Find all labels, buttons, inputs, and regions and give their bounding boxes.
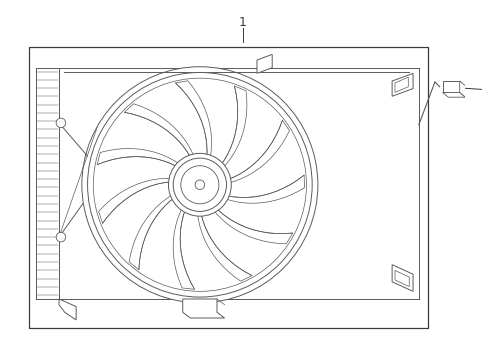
Circle shape: [87, 72, 311, 297]
Polygon shape: [99, 178, 173, 223]
Circle shape: [173, 158, 226, 211]
Circle shape: [56, 118, 65, 128]
Polygon shape: [220, 86, 246, 168]
Circle shape: [81, 67, 317, 303]
Circle shape: [56, 232, 65, 242]
Polygon shape: [226, 120, 289, 183]
Polygon shape: [391, 73, 412, 96]
Polygon shape: [183, 299, 224, 318]
Circle shape: [181, 166, 219, 204]
Polygon shape: [197, 212, 251, 281]
Polygon shape: [129, 194, 175, 270]
Polygon shape: [394, 77, 407, 93]
Polygon shape: [391, 265, 412, 291]
Circle shape: [168, 153, 231, 216]
Polygon shape: [97, 149, 180, 167]
Polygon shape: [442, 93, 465, 97]
Polygon shape: [175, 81, 211, 159]
Polygon shape: [459, 81, 465, 97]
Text: 2: 2: [486, 83, 488, 96]
Polygon shape: [212, 207, 292, 244]
Polygon shape: [173, 207, 194, 289]
Polygon shape: [124, 104, 194, 158]
Polygon shape: [59, 299, 76, 320]
Polygon shape: [442, 81, 459, 93]
Polygon shape: [224, 175, 304, 203]
Bar: [28, 47, 427, 328]
Circle shape: [195, 180, 204, 189]
Polygon shape: [394, 270, 408, 287]
Polygon shape: [257, 54, 272, 73]
Text: 1: 1: [238, 17, 246, 30]
